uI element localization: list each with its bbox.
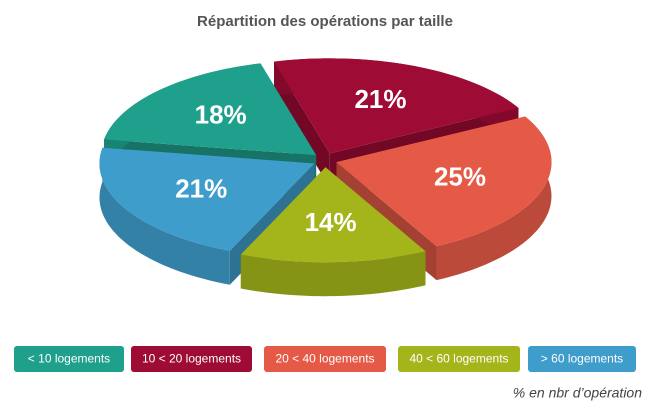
data-label: 21% [354, 84, 406, 114]
legend-swatch [14, 346, 124, 372]
legend-swatch [528, 346, 636, 372]
slice: 14% [240, 167, 426, 297]
legend-swatch [264, 346, 386, 372]
legend-label: < 10 logements [28, 352, 110, 366]
data-label: 21% [175, 174, 227, 204]
legend-swatch [398, 346, 520, 372]
slice-top [336, 116, 552, 247]
slice-wall [240, 251, 426, 297]
note: % en nbr d’opération [513, 385, 642, 401]
legend-label: > 60 logements [541, 352, 623, 366]
slice-top [99, 147, 315, 251]
chart-title: Répartition des opérations par taille [197, 13, 453, 30]
slice-top [104, 63, 317, 156]
legend-label: 20 < 40 logements [275, 352, 374, 366]
legend-label: 40 < 60 logements [409, 352, 508, 366]
data-label: 25% [434, 161, 486, 191]
data-label: 18% [195, 100, 247, 130]
slice-wall [99, 147, 230, 285]
legend-swatch [131, 346, 252, 372]
slice-top [274, 58, 519, 154]
slice-wall [436, 116, 552, 281]
slice-top [240, 167, 426, 263]
data-label: 14% [305, 207, 357, 237]
legend-label: 10 < 20 logements [142, 352, 241, 366]
